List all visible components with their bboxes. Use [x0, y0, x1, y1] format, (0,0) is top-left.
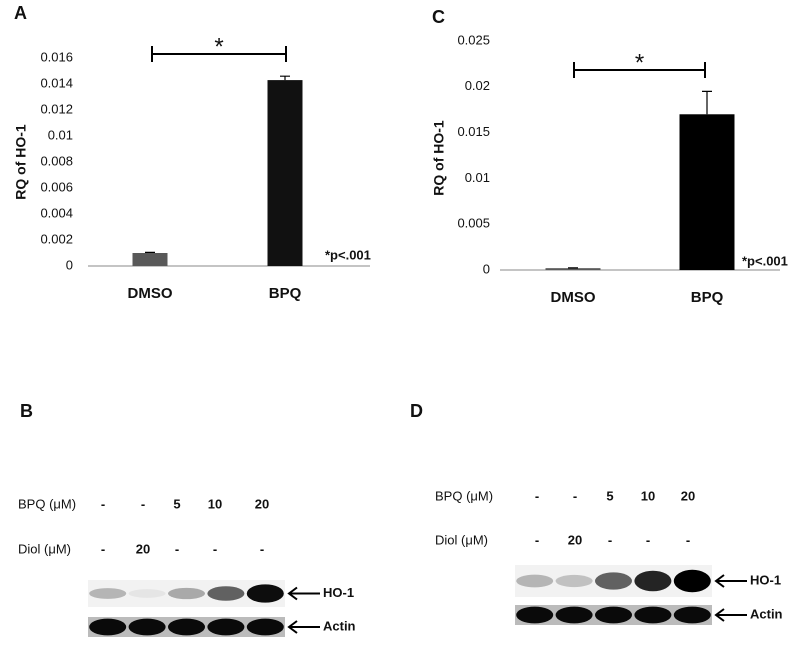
lane-label: - — [686, 532, 690, 547]
x-tick-label: DMSO — [551, 289, 596, 306]
y-tick-label: 0.016 — [40, 49, 73, 64]
lane-label: 5 — [173, 496, 180, 511]
error-bar — [145, 251, 155, 253]
lane-label: 20 — [568, 532, 582, 547]
bar — [679, 114, 735, 270]
significance-bracket — [573, 62, 706, 78]
y-tick-label: 0.015 — [457, 124, 490, 139]
blot-band — [246, 618, 284, 636]
y-axis-label: RQ of HO-1 — [13, 124, 29, 200]
lane-label: - — [213, 541, 217, 556]
lane-label: - — [141, 496, 145, 511]
x-tick-label: DMSO — [128, 285, 173, 302]
y-tick-label: 0 — [483, 261, 490, 276]
lane-label: 20 — [255, 496, 269, 511]
significance-star: * — [635, 49, 644, 76]
band-label: Actin — [750, 606, 783, 621]
y-tick-label: 0.01 — [465, 170, 490, 185]
bar — [132, 253, 168, 266]
blot-band — [555, 606, 593, 624]
y-tick-label: 0.025 — [457, 32, 490, 47]
y-tick-label: 0.01 — [48, 127, 73, 142]
blot-band — [207, 618, 245, 636]
y-tick-label: 0.004 — [40, 205, 73, 220]
band-label: HO-1 — [750, 572, 781, 587]
panel-label: A — [14, 3, 27, 23]
arrow — [714, 574, 747, 588]
y-tick-label: 0.014 — [40, 75, 73, 90]
row-label: Diol (μM) — [18, 541, 71, 556]
significance-star: * — [214, 33, 223, 60]
panel-label: D — [410, 401, 423, 421]
blot-band — [89, 588, 127, 599]
lane-label: 10 — [208, 496, 222, 511]
blot-band — [555, 574, 593, 588]
lane-label: - — [535, 532, 539, 547]
y-tick-label: 0.005 — [457, 216, 490, 231]
lane-label: - — [535, 488, 539, 503]
y-tick-label: 0.006 — [40, 179, 73, 194]
lane-label: 5 — [606, 488, 613, 503]
lane-label: - — [101, 496, 105, 511]
x-tick-label: BPQ — [269, 285, 302, 302]
bar — [545, 268, 601, 270]
arrow — [287, 620, 320, 634]
lane-label: 20 — [681, 488, 695, 503]
lane-label: - — [608, 532, 612, 547]
blot-band — [634, 606, 672, 624]
band-label: HO-1 — [323, 585, 354, 600]
blot-band — [594, 606, 633, 624]
blot-band — [516, 574, 554, 588]
arrow — [714, 608, 747, 622]
blot-band — [594, 572, 633, 590]
y-tick-label: 0.02 — [465, 78, 490, 93]
blot-band — [167, 618, 206, 636]
error-bar — [280, 75, 290, 81]
y-tick-label: 0.002 — [40, 231, 73, 246]
significance-bracket — [151, 46, 287, 62]
blot-band — [634, 570, 672, 592]
lane-label: - — [101, 541, 105, 556]
lane-label: - — [573, 488, 577, 503]
blot-band — [673, 569, 711, 593]
bar — [267, 80, 303, 266]
y-tick-label: 0.008 — [40, 153, 73, 168]
blot-band — [673, 606, 711, 624]
lane-label: 20 — [136, 541, 150, 556]
y-tick-label: 0 — [66, 257, 73, 272]
blot-band — [89, 618, 127, 636]
y-tick-label: 0.012 — [40, 101, 73, 116]
lane-label: - — [175, 541, 179, 556]
blot-band — [128, 589, 166, 598]
x-tick-label: BPQ — [691, 289, 724, 306]
lane-label: - — [260, 541, 264, 556]
p-value-note: *p<.001 — [742, 253, 788, 268]
blot-band — [516, 606, 554, 624]
arrow — [287, 586, 320, 601]
band-label: Actin — [323, 618, 356, 633]
blot-band — [246, 584, 284, 603]
error-bar — [702, 90, 712, 115]
lane-label: 10 — [641, 488, 655, 503]
lane-label: - — [646, 532, 650, 547]
row-label: BPQ (μM) — [435, 488, 493, 503]
blot-band — [207, 586, 245, 601]
panel-label: B — [20, 401, 33, 421]
row-label: Diol (μM) — [435, 532, 488, 547]
panel-label: C — [432, 7, 445, 27]
y-axis-label: RQ of HO-1 — [431, 120, 447, 196]
blot-band — [167, 587, 206, 600]
blot-band — [128, 618, 166, 636]
row-label: BPQ (μM) — [18, 496, 76, 511]
p-value-note: *p<.001 — [325, 247, 371, 262]
